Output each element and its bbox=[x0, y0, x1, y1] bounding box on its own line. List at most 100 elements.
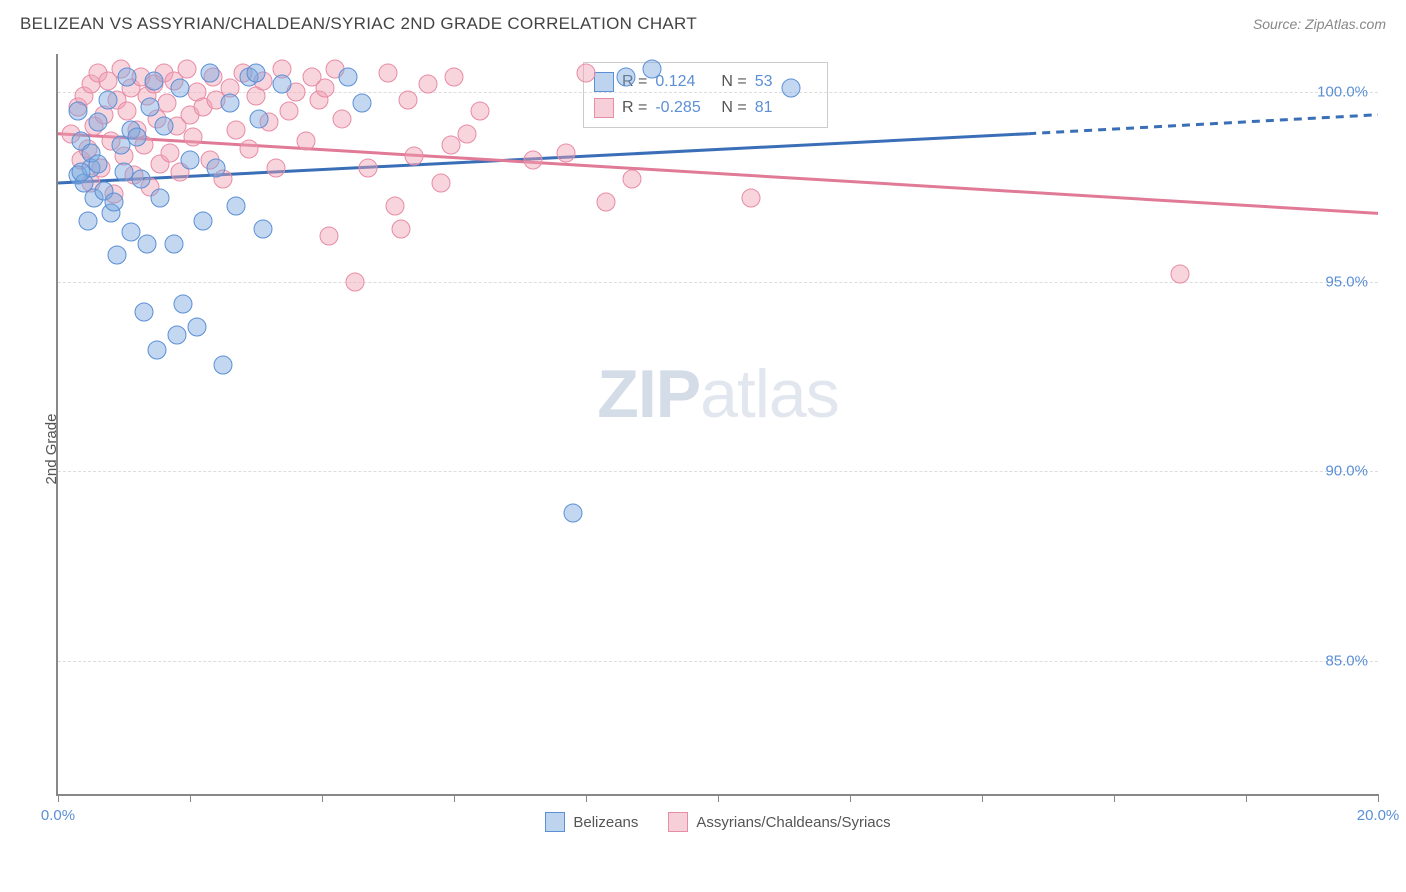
data-point bbox=[171, 79, 190, 98]
data-point bbox=[253, 219, 272, 238]
data-point bbox=[128, 128, 147, 147]
x-tick bbox=[718, 794, 719, 802]
data-point bbox=[431, 174, 450, 193]
data-point bbox=[316, 79, 335, 98]
data-point bbox=[742, 189, 761, 208]
data-point bbox=[181, 151, 200, 170]
header-bar: BELIZEAN VS ASSYRIAN/CHALDEAN/SYRIAC 2ND… bbox=[0, 0, 1406, 40]
x-tick bbox=[1246, 794, 1247, 802]
x-tick-label: 20.0% bbox=[1357, 807, 1400, 824]
series-legend-item: Assyrians/Chaldeans/Syriacs bbox=[668, 812, 890, 832]
data-point bbox=[187, 318, 206, 337]
series-legend: Belizeans Assyrians/Chaldeans/Syriacs bbox=[58, 812, 1378, 832]
data-point bbox=[144, 71, 163, 90]
data-point bbox=[385, 196, 404, 215]
data-point bbox=[72, 162, 91, 181]
data-point bbox=[200, 63, 219, 82]
plot-region: ZIPatlas R =0.124N =53R =-0.285N =81 Bel… bbox=[56, 54, 1378, 796]
data-point bbox=[623, 170, 642, 189]
trendlines-svg bbox=[58, 54, 1378, 794]
source-label: Source: bbox=[1253, 16, 1301, 32]
data-point bbox=[398, 90, 417, 109]
data-point bbox=[359, 158, 378, 177]
data-point bbox=[88, 155, 107, 174]
gridline bbox=[58, 471, 1378, 472]
data-point bbox=[273, 75, 292, 94]
data-point bbox=[161, 143, 180, 162]
x-tick bbox=[322, 794, 323, 802]
data-point bbox=[174, 295, 193, 314]
data-point bbox=[392, 219, 411, 238]
x-tick bbox=[1378, 794, 1379, 802]
data-point bbox=[227, 120, 246, 139]
watermark-bold: ZIP bbox=[597, 356, 700, 432]
data-point bbox=[118, 101, 137, 120]
data-point bbox=[108, 246, 127, 265]
data-point bbox=[250, 109, 269, 128]
r-value: -0.285 bbox=[655, 95, 713, 121]
source-value: ZipAtlas.com bbox=[1305, 16, 1386, 32]
data-point bbox=[596, 193, 615, 212]
data-point bbox=[240, 139, 259, 158]
watermark: ZIPatlas bbox=[597, 355, 838, 433]
n-value: 81 bbox=[755, 95, 813, 121]
data-point bbox=[177, 60, 196, 79]
data-point bbox=[78, 211, 97, 230]
series-legend-label: Assyrians/Chaldeans/Syriacs bbox=[696, 814, 890, 831]
data-point bbox=[458, 124, 477, 143]
data-point bbox=[105, 193, 124, 212]
data-point bbox=[563, 504, 582, 523]
data-point bbox=[557, 143, 576, 162]
data-point bbox=[134, 303, 153, 322]
data-point bbox=[227, 196, 246, 215]
legend-swatch bbox=[594, 98, 614, 118]
data-point bbox=[346, 272, 365, 291]
data-point bbox=[138, 234, 157, 253]
legend-swatch bbox=[545, 812, 565, 832]
x-tick bbox=[982, 794, 983, 802]
gridline bbox=[58, 661, 1378, 662]
data-point bbox=[141, 98, 160, 117]
data-point bbox=[405, 147, 424, 166]
data-point bbox=[577, 63, 596, 82]
data-point bbox=[167, 325, 186, 344]
x-tick bbox=[850, 794, 851, 802]
legend-swatch bbox=[668, 812, 688, 832]
n-label: N = bbox=[721, 95, 746, 121]
r-label: R = bbox=[622, 95, 647, 121]
y-tick-label: 85.0% bbox=[1325, 653, 1368, 670]
y-tick-label: 95.0% bbox=[1325, 273, 1368, 290]
data-point bbox=[157, 94, 176, 113]
data-point bbox=[131, 170, 150, 189]
data-point bbox=[68, 101, 87, 120]
data-point bbox=[379, 63, 398, 82]
x-tick bbox=[586, 794, 587, 802]
data-point bbox=[339, 67, 358, 86]
data-point bbox=[1171, 265, 1190, 284]
watermark-light: atlas bbox=[700, 356, 839, 432]
data-point bbox=[616, 67, 635, 86]
data-point bbox=[148, 341, 167, 360]
data-point bbox=[471, 101, 490, 120]
x-tick bbox=[190, 794, 191, 802]
data-point bbox=[266, 158, 285, 177]
data-point bbox=[98, 90, 117, 109]
data-point bbox=[88, 113, 107, 132]
data-point bbox=[445, 67, 464, 86]
data-point bbox=[418, 75, 437, 94]
data-point bbox=[524, 151, 543, 170]
data-point bbox=[319, 227, 338, 246]
data-point bbox=[194, 211, 213, 230]
data-point bbox=[332, 109, 351, 128]
data-point bbox=[220, 94, 239, 113]
data-point bbox=[441, 136, 460, 155]
x-tick bbox=[1114, 794, 1115, 802]
chart-title: BELIZEAN VS ASSYRIAN/CHALDEAN/SYRIAC 2ND… bbox=[20, 14, 697, 34]
data-point bbox=[781, 79, 800, 98]
y-tick-label: 90.0% bbox=[1325, 463, 1368, 480]
data-point bbox=[118, 67, 137, 86]
legend-row: R = -0.285 N = 81 bbox=[594, 95, 813, 121]
series-legend-item: Belizeans bbox=[545, 812, 638, 832]
data-point bbox=[207, 158, 226, 177]
data-point bbox=[214, 356, 233, 375]
